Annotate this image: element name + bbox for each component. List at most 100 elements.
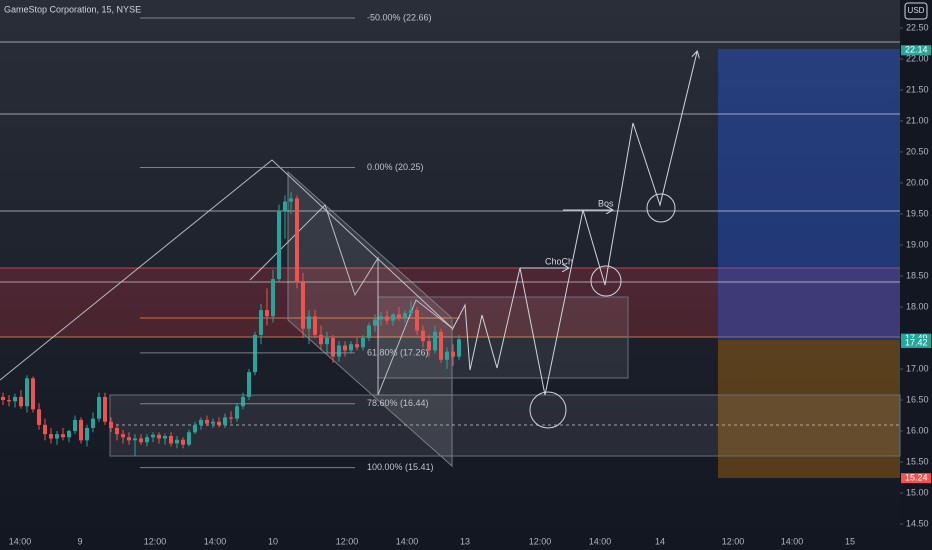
y-tick-label: 22.00 [906, 53, 929, 63]
y-tick-label: 19.50 [906, 208, 929, 218]
candle-body [91, 418, 95, 428]
x-tick-label: 14 [655, 536, 665, 546]
stop-box [718, 340, 900, 478]
trend-lines [0, 159, 453, 381]
y-tick-label: 21.00 [906, 115, 929, 125]
candle-body [115, 427, 119, 435]
candle-body [385, 316, 389, 321]
fib-label: -50.00% (22.66) [367, 12, 432, 22]
x-tick-label: 14:00 [204, 536, 227, 546]
candle-body [421, 330, 425, 342]
y-tick-label: 15.50 [906, 456, 929, 466]
y-tick-label: 14.50 [906, 518, 929, 528]
candles [1, 192, 461, 456]
candle-body [313, 316, 317, 335]
x-tick-label: 14:00 [781, 536, 804, 546]
candle-body [193, 424, 197, 433]
overlay: 14.5015.0015.5016.0016.5017.0017.5018.00… [9, 12, 931, 546]
candle-body [97, 396, 101, 419]
candle-body [283, 201, 287, 211]
candle-body [427, 341, 431, 351]
candle-body [253, 334, 257, 373]
x-tick-label: 9 [77, 536, 82, 546]
candle-body [37, 409, 41, 425]
candle-body [43, 424, 47, 435]
price-tag [901, 45, 931, 56]
wave-path [249, 204, 453, 396]
price-tag-label: 17.42 [905, 337, 928, 347]
candle-body [145, 437, 149, 443]
y-tick-label: 16.50 [906, 394, 929, 404]
candle-body [187, 432, 191, 445]
highlight-circle [646, 193, 676, 223]
candle-body [151, 434, 155, 438]
candle-body [415, 310, 419, 331]
currency-box [904, 2, 928, 20]
candle-body [349, 344, 353, 351]
projection-path [451, 52, 697, 396]
candle-body [361, 338, 365, 348]
x-tick-label: 12:00 [722, 536, 745, 546]
x-tick-label: 12:00 [336, 536, 359, 546]
candle-body [121, 434, 125, 438]
x-tick-label: 14:00 [396, 536, 419, 546]
candle-body [13, 396, 17, 402]
y-tick-label: 17.00 [906, 363, 929, 373]
candle-body [181, 439, 185, 445]
x-tick-label: 14:00 [589, 536, 612, 546]
x-tick-label: 13 [460, 536, 470, 546]
candle-body [325, 338, 329, 345]
candle-body [1, 396, 5, 401]
candle-body [205, 419, 209, 424]
annotation: Bos [598, 198, 614, 208]
candle-body [289, 198, 293, 202]
candle-body [433, 331, 437, 351]
y-tick-label: 15.00 [906, 487, 929, 497]
y-tick-label: 19.00 [906, 239, 929, 249]
candle-body [403, 313, 407, 319]
candle-body [19, 396, 23, 407]
candle-body [457, 339, 461, 357]
y-tick-label: 16.00 [906, 425, 929, 435]
candle-body [139, 438, 143, 443]
candle-body [247, 372, 251, 397]
fib-label: 100.00% (15.41) [367, 462, 434, 472]
candle-body [343, 345, 347, 351]
candle-body [439, 331, 443, 360]
candle-body [271, 279, 275, 317]
price-tag-label: 22.14 [905, 45, 928, 55]
candle-body [223, 417, 227, 425]
x-tick-label: 12:00 [529, 536, 552, 546]
currency: USD [908, 6, 925, 15]
fib-label: 0.00% (20.25) [367, 162, 424, 172]
highlight-circle [590, 265, 622, 297]
x-tick-label: 10 [268, 536, 278, 546]
y-tick-label: 22.50 [906, 22, 929, 32]
candle-body [127, 437, 131, 441]
candle-body [61, 434, 65, 438]
candle-body [277, 210, 281, 280]
candle-body [85, 427, 89, 441]
price-tag [901, 337, 931, 348]
candle-body [157, 434, 161, 439]
x-tick-label: 12:00 [144, 536, 167, 546]
candle-body [331, 338, 335, 357]
time-axis [0, 534, 900, 550]
candle-body [241, 396, 245, 407]
candle-body [367, 325, 371, 339]
candle-body [265, 310, 269, 317]
price-tag-label: 15.24 [905, 473, 928, 483]
candle-body [445, 351, 449, 360]
y-tick-label: 20.50 [906, 146, 929, 156]
candle-body [373, 319, 377, 326]
range-box [377, 296, 629, 379]
x-tick-label: 15 [845, 536, 855, 546]
candle-body [307, 316, 311, 329]
y-tick-label: 18.50 [906, 270, 929, 280]
highlight-circle [529, 391, 567, 429]
candle-body [379, 316, 383, 320]
candle-body [175, 439, 179, 444]
fib-label: 78.60% (16.44) [367, 398, 429, 408]
candle-body [109, 421, 113, 428]
